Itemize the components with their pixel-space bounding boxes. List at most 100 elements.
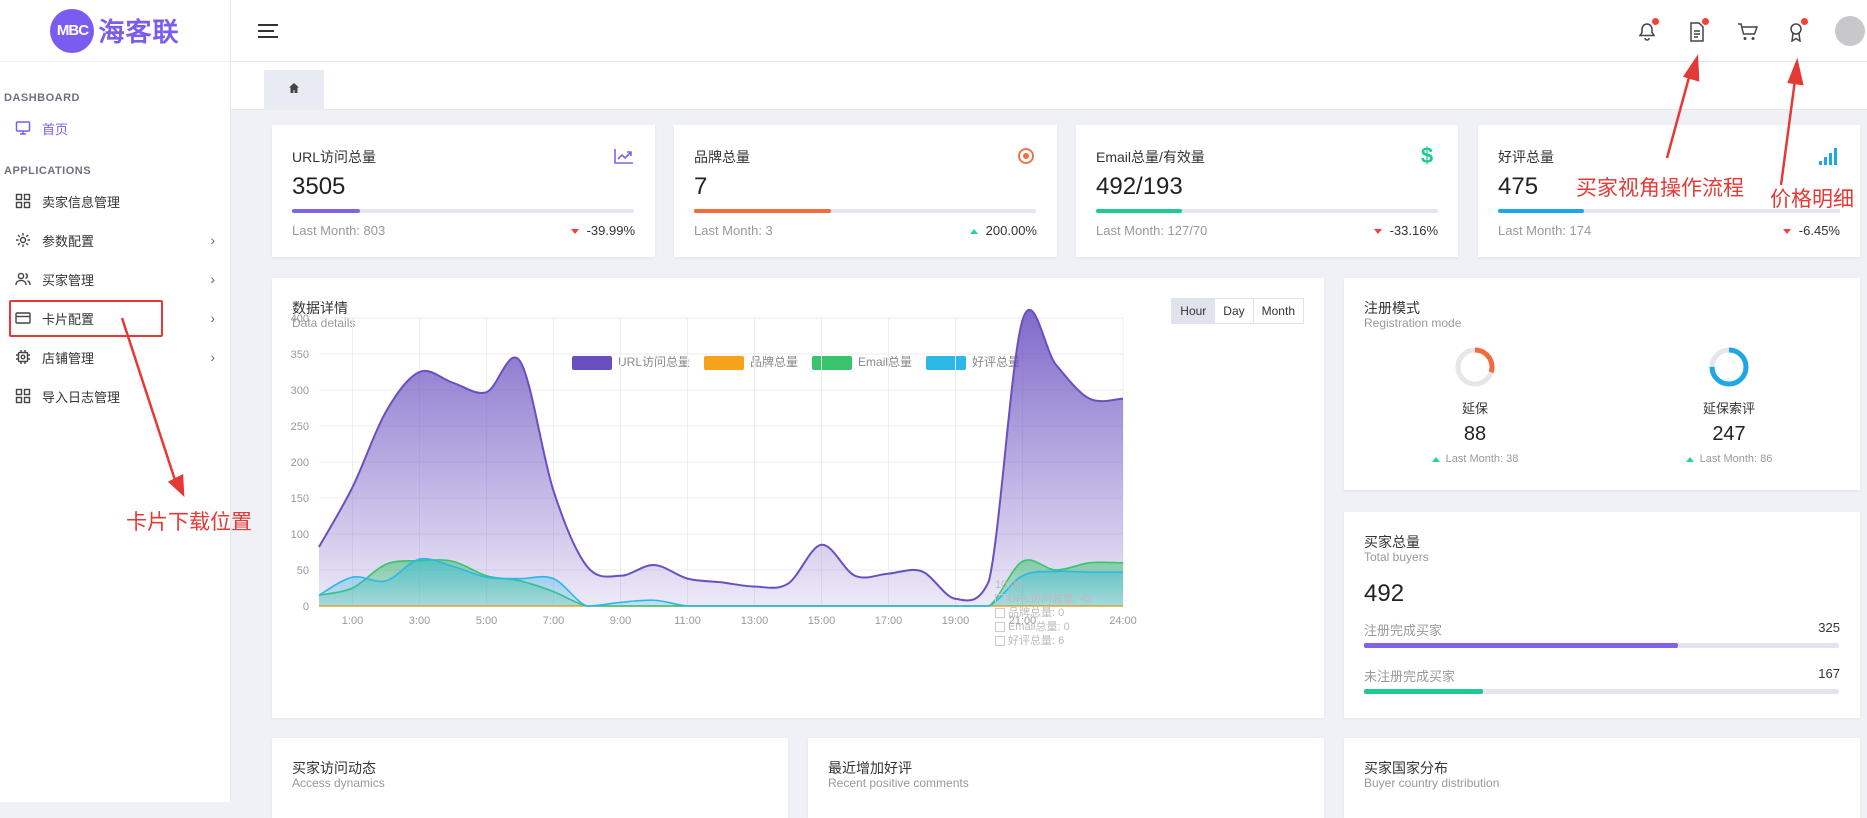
- sidebar-item-label: 参数配置: [42, 231, 94, 250]
- grid-icon: [14, 387, 32, 405]
- stat-label: 好评总量: [1498, 147, 1554, 167]
- grid-icon: [14, 192, 32, 210]
- logo-mark: MBC: [50, 9, 94, 53]
- sidebar-item-shops[interactable]: 店铺管理 ›: [0, 338, 231, 376]
- access-dynamics-card: 买家访问动态 Access dynamics: [272, 738, 788, 818]
- avatar[interactable]: [1835, 16, 1865, 46]
- stat-value: 7: [694, 173, 707, 201]
- target-icon: [1015, 145, 1037, 167]
- sidebar-item-seller-info[interactable]: 卖家信息管理: [0, 182, 231, 220]
- sidebar-item-home[interactable]: 首页: [0, 109, 231, 147]
- buyer-progress-fill: [1364, 689, 1483, 694]
- trend-up-icon: [970, 229, 978, 234]
- x-tick-label: 15:00: [808, 615, 836, 627]
- donut-last-month: Last Month: 38: [1400, 453, 1550, 465]
- buyer-progress: [1364, 689, 1839, 694]
- stat-change-value: -6.45%: [1799, 223, 1840, 238]
- bell-icon[interactable]: [1635, 20, 1659, 44]
- buyer-progress-fill: [1364, 643, 1678, 648]
- tooltip-swatch: [995, 594, 1005, 604]
- donut-label: 延保: [1425, 398, 1525, 417]
- chevron-right-icon: ›: [210, 349, 215, 365]
- section-title-applications: APPLICATIONS: [0, 165, 91, 177]
- trend-up-icon: [613, 145, 635, 167]
- stat-progress-fill: [292, 209, 360, 213]
- card-title: 买家访问动态: [292, 758, 376, 778]
- users-icon: [14, 270, 32, 288]
- donut-value: 88: [1425, 423, 1525, 446]
- stat-progress: [694, 209, 1036, 213]
- tooltip-swatch: [995, 622, 1005, 632]
- stat-change: -39.99%: [571, 223, 635, 238]
- stat-label: 品牌总量: [694, 147, 750, 167]
- tooltip-swatch: [995, 608, 1005, 618]
- buyer-progress: [1364, 643, 1839, 648]
- x-tick-label: 9:00: [610, 615, 631, 627]
- notification-dot: [1702, 18, 1709, 25]
- stat-value: 475: [1498, 173, 1538, 201]
- annotation-buyer-flow: 买家视角操作流程: [1576, 172, 1744, 202]
- stat-progress-fill: [1096, 209, 1182, 213]
- chip-icon: [14, 348, 32, 366]
- card-subtitle: Access dynamics: [292, 776, 385, 790]
- total-buyers-card: 买家总量 Total buyers 492 注册完成买家 325 未注册完成买家…: [1344, 512, 1860, 718]
- y-tick-label: 300: [291, 385, 309, 397]
- annotation-price-detail: 价格明细: [1770, 183, 1854, 213]
- cart-icon[interactable]: [1736, 20, 1760, 44]
- stat-card-brands: 品牌总量 7 Last Month: 3 200.00%: [674, 125, 1057, 257]
- buyers-total: 492: [1364, 580, 1404, 608]
- stat-last-month: Last Month: 127/70: [1096, 223, 1207, 238]
- menu-toggle-icon[interactable]: [257, 22, 279, 40]
- trend-down-icon: [1783, 229, 1791, 234]
- buyer-row-value: 167: [1818, 666, 1840, 681]
- donut-last-month: Last Month: 86: [1654, 453, 1804, 465]
- stat-card-email: Email总量/有效量 492/193 $ Last Month: 127/70…: [1076, 125, 1458, 257]
- y-tick-label: 400: [291, 313, 309, 325]
- home-icon: [288, 81, 300, 99]
- annotation-card-download: 卡片下载位置: [126, 506, 252, 536]
- brand-logo[interactable]: MBC 海客联: [0, 0, 230, 62]
- stat-last-month: Last Month: 3: [694, 223, 773, 238]
- sidebar-item-buyers[interactable]: 买家管理 ›: [0, 260, 231, 298]
- y-tick-label: 50: [297, 565, 309, 577]
- buyer-row-label: 注册完成买家: [1364, 620, 1442, 639]
- tab-home[interactable]: [264, 70, 324, 110]
- tooltip-row: 品牌总量: 0: [995, 606, 1092, 620]
- sidebar-item-import-logs[interactable]: 导入日志管理: [0, 377, 231, 415]
- tooltip-row: URL访问总量: 42: [995, 592, 1092, 606]
- y-tick-label: 150: [291, 493, 309, 505]
- tab-bar: [231, 62, 1867, 110]
- sidebar-item-label: 买家管理: [42, 270, 94, 289]
- stat-label: URL访问总量: [292, 147, 376, 167]
- notification-dot: [1652, 18, 1659, 25]
- document-icon[interactable]: [1685, 20, 1709, 44]
- tooltip-row-text: Email总量: 0: [1008, 621, 1070, 633]
- card-title: 最近增加好评: [828, 758, 912, 778]
- x-tick-label: 19:00: [942, 615, 970, 627]
- sidebar-item-params[interactable]: 参数配置 ›: [0, 221, 231, 259]
- sidebar: MBC 海客联 DASHBOARD 首页 APPLICATIONS 卖家信息管理…: [0, 0, 231, 802]
- signal-icon: [1818, 145, 1840, 167]
- donut-chart-warranty: [1454, 346, 1496, 388]
- x-tick-label: 1:00: [342, 615, 363, 627]
- stat-last-month: Last Month: 803: [292, 223, 385, 238]
- country-distribution-card: 买家国家分布 Buyer country distribution: [1344, 738, 1860, 818]
- y-tick-label: 200: [291, 457, 309, 469]
- y-tick-label: 0: [303, 601, 309, 613]
- stat-last-month: Last Month: 174: [1498, 223, 1591, 238]
- trend-up-icon: [1432, 457, 1440, 462]
- donut-label: 延保索评: [1679, 398, 1779, 417]
- stat-change: -33.16%: [1374, 223, 1438, 238]
- sidebar-item-label: 首页: [42, 119, 68, 138]
- x-tick-label: 17:00: [875, 615, 903, 627]
- registration-mode-card: 注册模式 Registration mode 延保 88 Last Month:…: [1344, 278, 1860, 490]
- chart-tooltip: 10:00 URL访问总量: 42 品牌总量: 0 Email总量: 0 好评总…: [995, 578, 1092, 648]
- y-tick-label: 350: [291, 349, 309, 361]
- tooltip-swatch: [995, 636, 1005, 646]
- trend-down-icon: [1374, 229, 1382, 234]
- award-icon[interactable]: [1784, 20, 1808, 44]
- donut-last-text: Last Month: 86: [1700, 453, 1773, 465]
- chevron-right-icon: ›: [210, 271, 215, 287]
- x-tick-label: 24:00: [1109, 615, 1137, 627]
